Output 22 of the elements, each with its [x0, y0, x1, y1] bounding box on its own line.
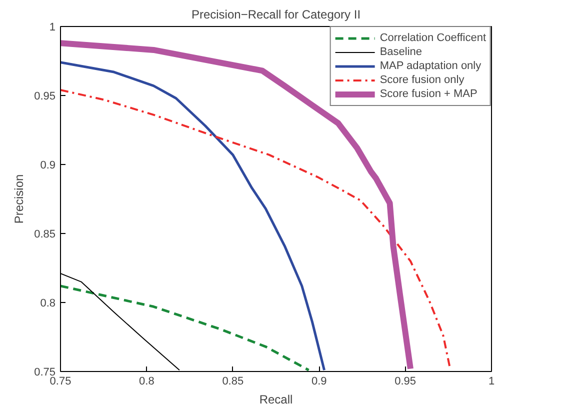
- y-tick-label: 0.9: [40, 160, 56, 172]
- line-series: [60, 61, 326, 372]
- legend-label: Score fusion only: [380, 73, 464, 87]
- y-tick-label: 1: [49, 22, 56, 34]
- y-tick-label: 0.8: [40, 298, 56, 310]
- legend-label: MAP adaptation only: [380, 59, 482, 73]
- line-series: [60, 284, 310, 372]
- legend-label: Score fusion + MAP: [380, 87, 478, 101]
- y-tick-label: 0.85: [34, 228, 56, 240]
- x-axis-title: Recall: [259, 392, 293, 406]
- x-tick-label: 0.85: [222, 376, 244, 388]
- x-tick-label: 1: [488, 376, 495, 388]
- y-tick-label: 0.75: [34, 366, 56, 378]
- legend-label: Baseline: [380, 45, 422, 59]
- x-tick-label: 0.8: [139, 376, 154, 388]
- y-tick-label: 0.95: [34, 90, 56, 102]
- legend-label: Correlation Coefficent: [380, 31, 486, 45]
- x-tick-label: 0.75: [50, 376, 72, 388]
- x-tick-label: 0.9: [311, 376, 327, 388]
- y-axis-title: Precision: [12, 174, 26, 224]
- x-tick-label: 0.95: [394, 376, 416, 388]
- chart-title: Precision−Recall for Category II: [191, 8, 361, 22]
